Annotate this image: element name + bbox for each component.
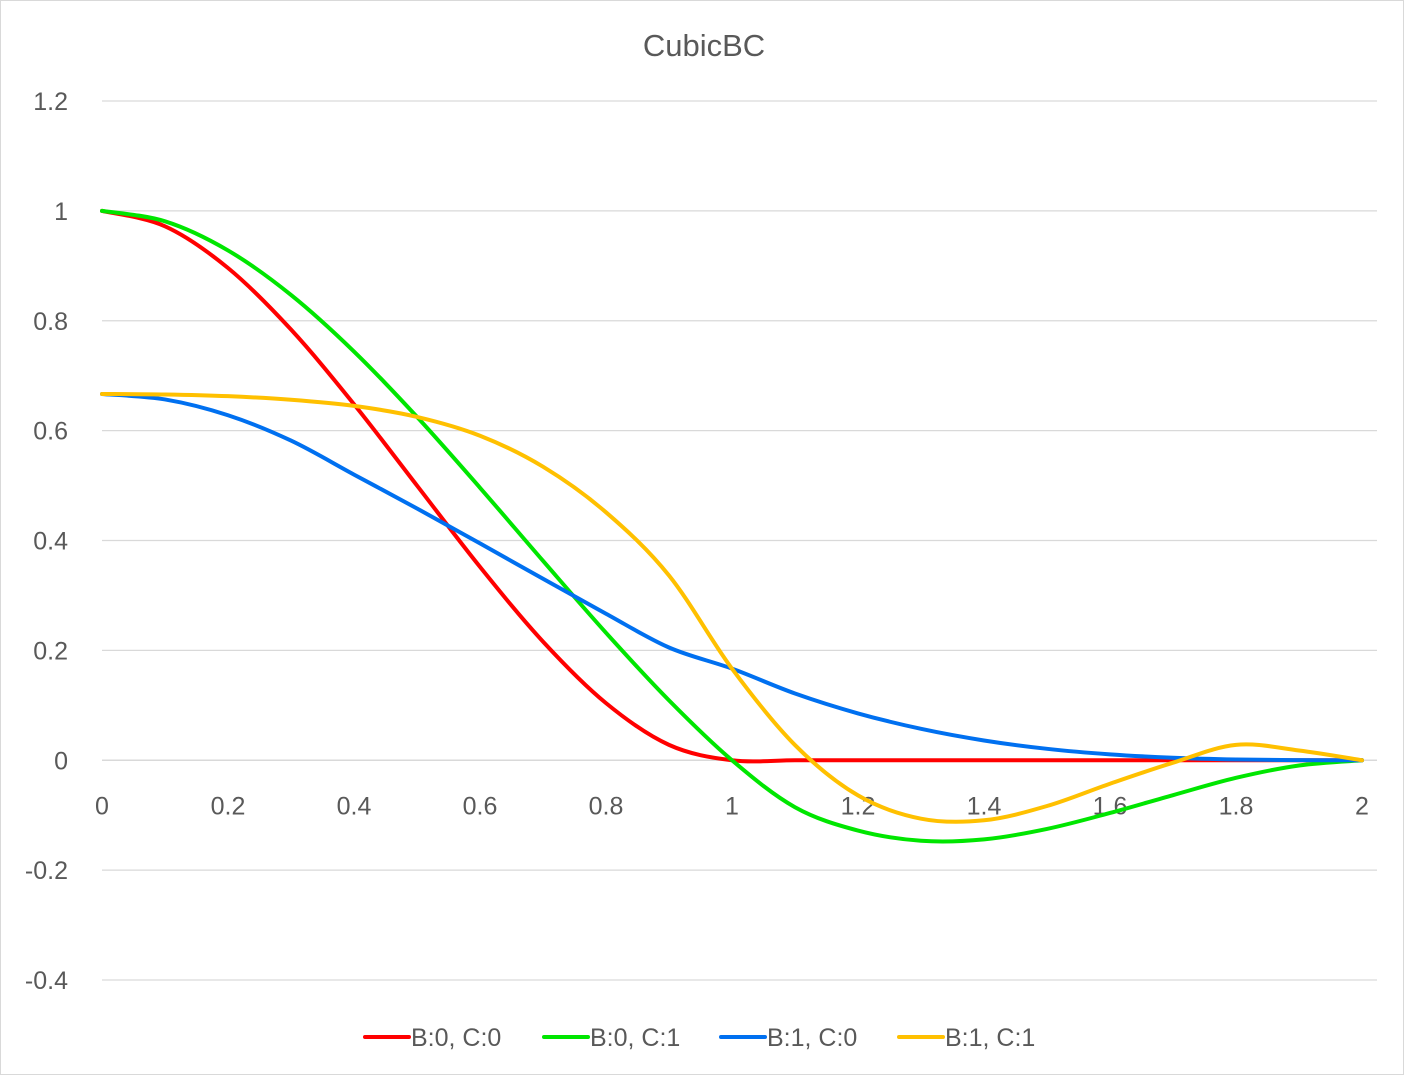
series-line-1 — [100, 208, 1364, 844]
x-tick-label: 1.4 — [967, 792, 1002, 820]
x-tick-label: 0.6 — [463, 792, 498, 820]
x-tick-label: 1 — [725, 792, 739, 820]
x-axis-tick-labels: 0 0.2 0.4 0.6 0.8 1 1.2 1.4 1.6 1.8 2 — [95, 792, 1369, 820]
legend-label: B:1, C:1 — [945, 1024, 1035, 1052]
gridlines — [102, 100, 1377, 981]
y-tick-label: 0.2 — [33, 637, 68, 665]
y-tick-label: 0 — [54, 747, 68, 775]
series-line-2 — [100, 391, 1364, 763]
x-tick-label: 1.8 — [1219, 792, 1254, 820]
y-tick-label: -0.4 — [25, 967, 68, 995]
y-axis-tick-labels: -0.4 -0.2 0 0.2 0.4 0.6 0.8 1 1.2 — [25, 88, 68, 995]
legend-item: B:1, C:0 — [719, 1024, 857, 1052]
x-tick-label: 0.2 — [211, 792, 246, 820]
x-tick-label: 0 — [95, 792, 109, 820]
y-tick-label: 1.2 — [33, 88, 68, 116]
chart-title: CubicBC — [643, 28, 765, 63]
legend: B:0, C:0 B:0, C:1 B:1, C:0 B:1, C:1 — [363, 1024, 1035, 1052]
y-tick-label: 0.8 — [33, 308, 68, 336]
legend-label: B:1, C:0 — [767, 1024, 857, 1052]
series-line-3 — [100, 391, 1364, 824]
y-tick-label: 0.6 — [33, 418, 68, 446]
legend-item: B:1, C:1 — [897, 1024, 1035, 1052]
x-tick-label: 0.8 — [589, 792, 624, 820]
series-lines — [100, 208, 1364, 844]
series-line-0 — [100, 208, 1364, 764]
y-tick-label: 1 — [54, 198, 68, 226]
legend-label: B:0, C:0 — [411, 1024, 501, 1052]
legend-item: B:0, C:1 — [542, 1024, 680, 1052]
y-tick-label: -0.2 — [25, 857, 68, 885]
legend-label: B:0, C:1 — [590, 1024, 680, 1052]
y-tick-label: 0.4 — [33, 528, 68, 556]
x-tick-label: 0.4 — [337, 792, 372, 820]
x-tick-label: 2 — [1355, 792, 1369, 820]
legend-item: B:0, C:0 — [363, 1024, 501, 1052]
